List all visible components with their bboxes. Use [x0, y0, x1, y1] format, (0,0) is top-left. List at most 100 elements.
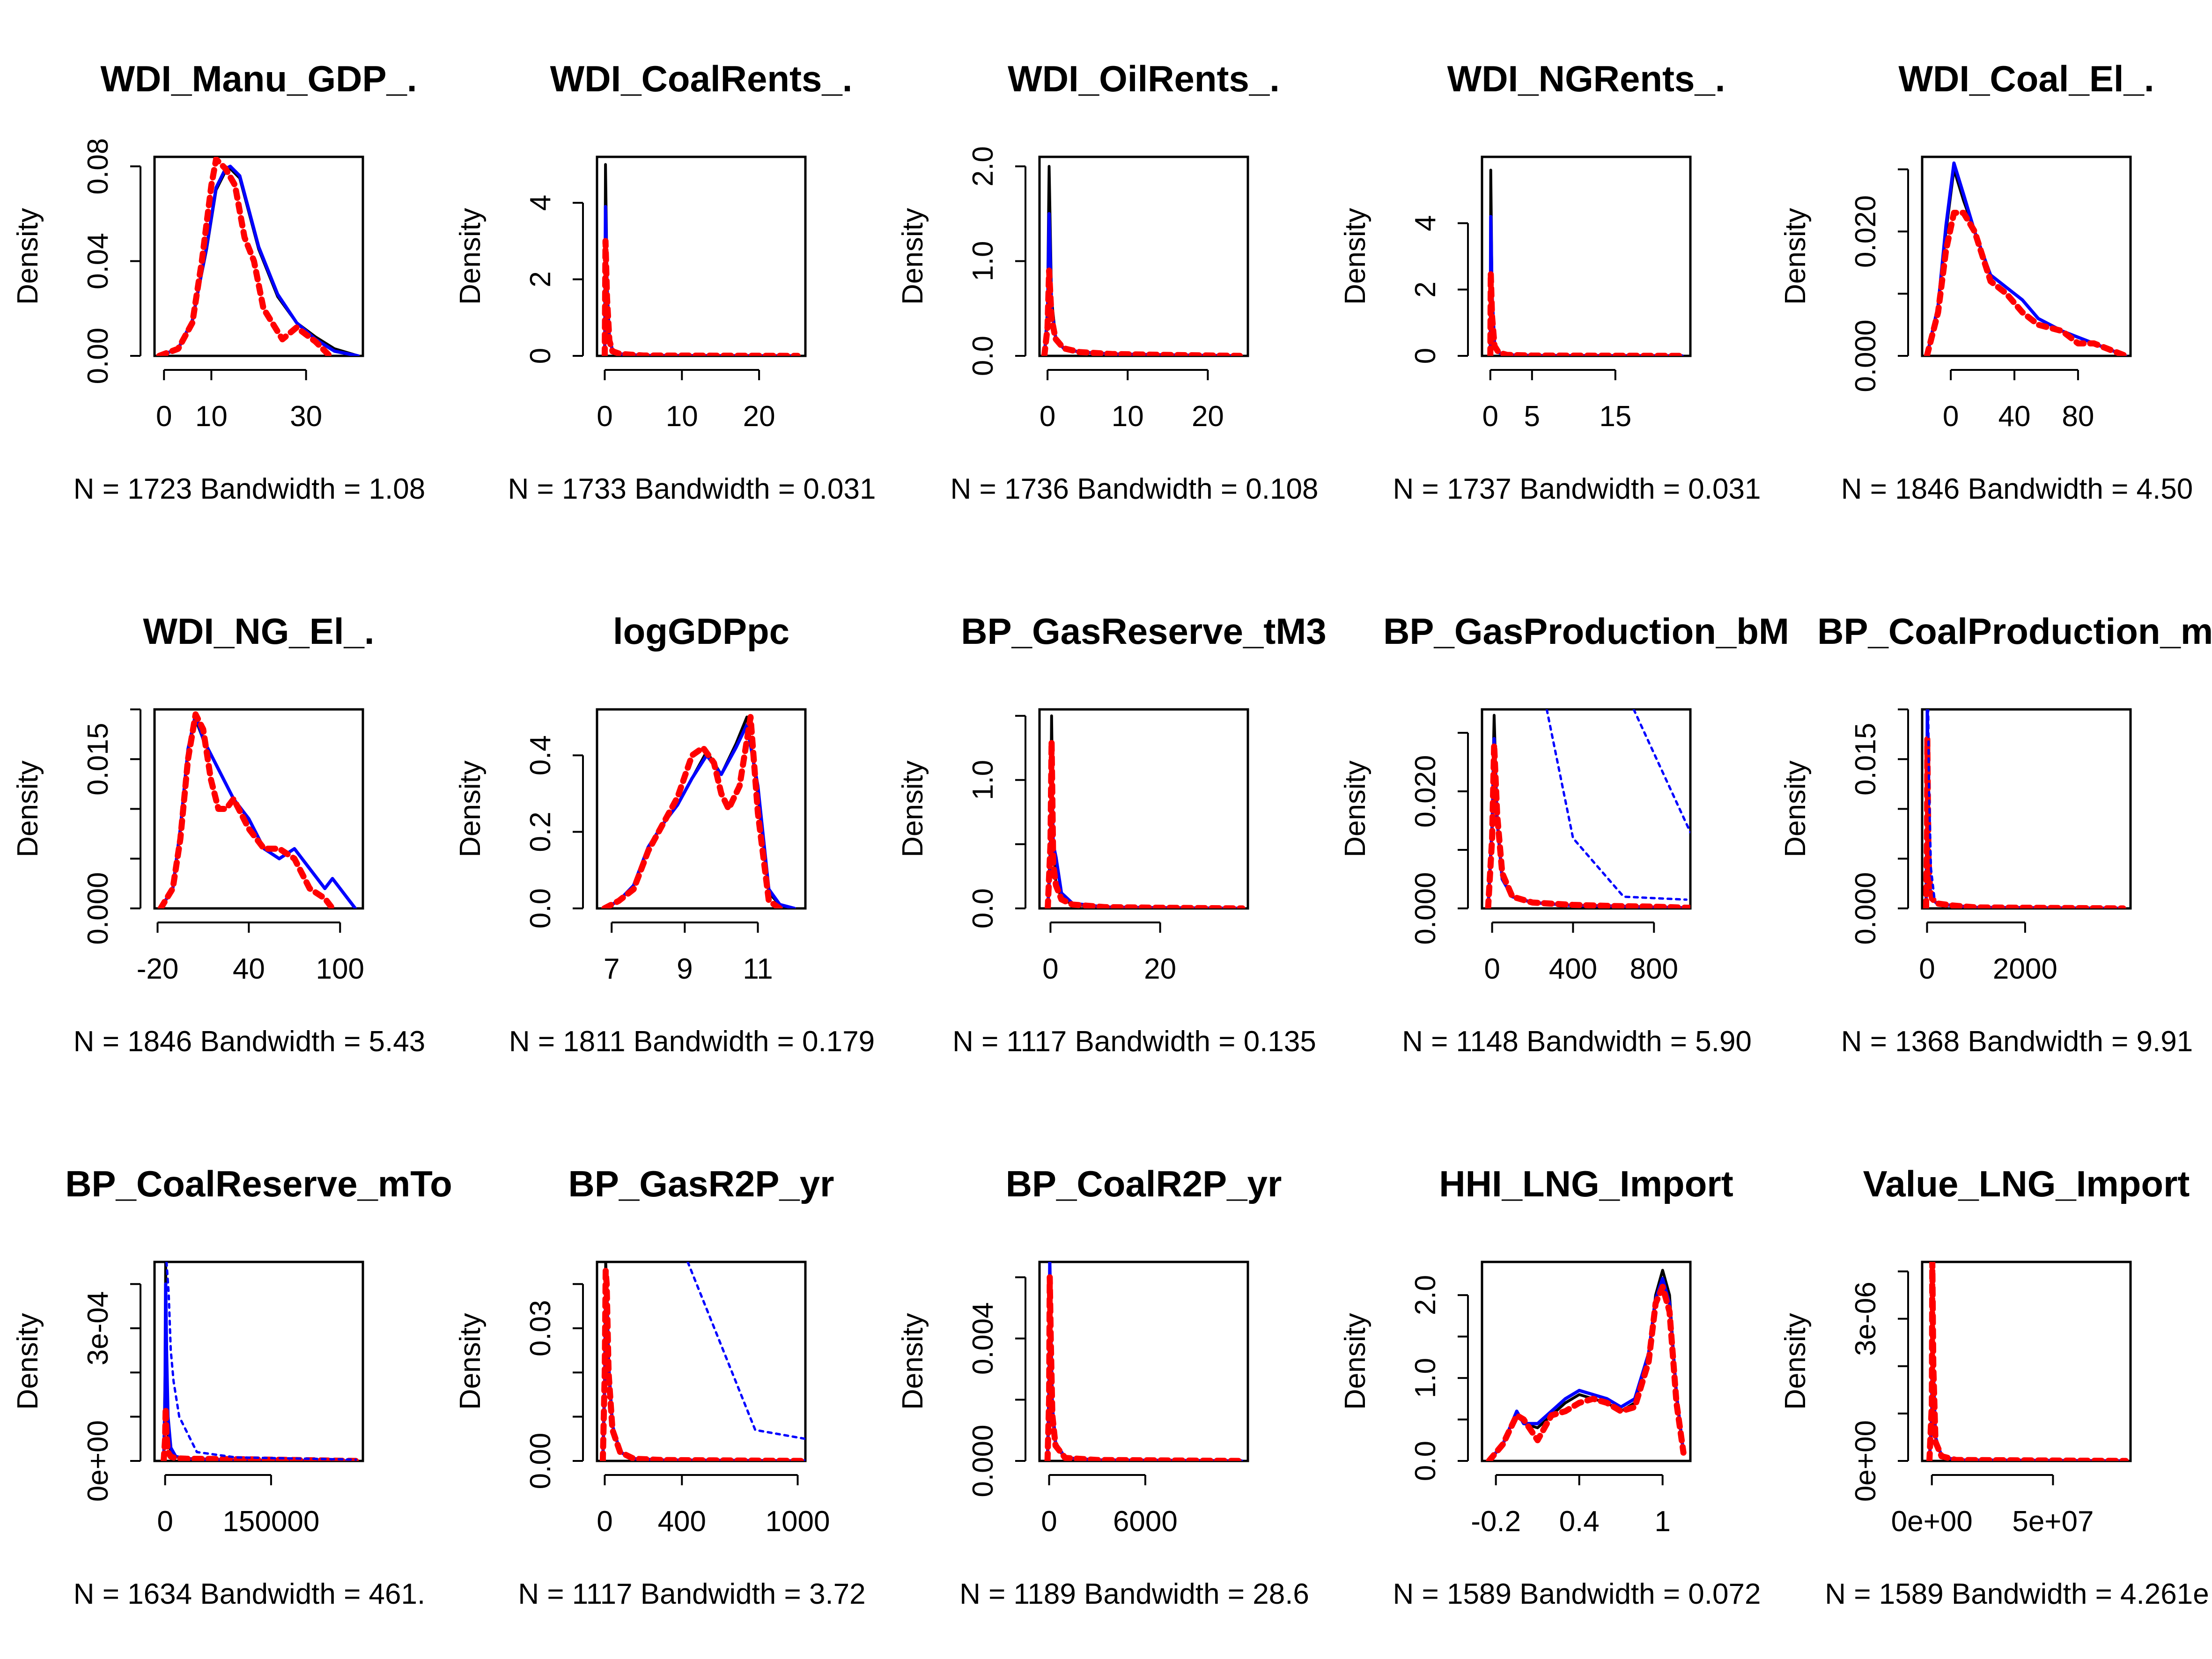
x-tick-label: 0 [597, 1505, 612, 1538]
x-tick-label: 0 [1040, 400, 1055, 433]
density-line-blue [162, 1282, 358, 1461]
density-line-black [603, 163, 799, 356]
y-axis-label: Density [12, 1313, 44, 1410]
plot-frame [1481, 155, 1692, 357]
x-axis-label: N = 1736 Bandwidth = 0.108 [951, 473, 1319, 505]
y-tick-label: 0.00 [524, 1433, 557, 1489]
y-tick-label: 0.000 [82, 872, 114, 944]
density-line-blue [1489, 215, 1684, 356]
x-tick-label: 400 [658, 1505, 706, 1538]
plot-frame [596, 155, 807, 357]
x-tick-label: 0 [1482, 400, 1498, 433]
y-tick-label: 1.0 [1409, 1358, 1442, 1398]
y-tick-label: 0.2 [524, 811, 557, 852]
x-axis-label: N = 1368 Bandwidth = 9.91 [1841, 1025, 2193, 1058]
density-line-red [1041, 267, 1243, 356]
density-line-black [1925, 168, 2127, 356]
y-tick-label: 0.0 [1409, 1441, 1442, 1481]
y-tick-label: 0.000 [1409, 872, 1442, 944]
density-line-red [1486, 1283, 1687, 1461]
density-line-black [1928, 1262, 2127, 1461]
plot-frame [1038, 155, 1249, 357]
density-panel-1: WDI_Manu_GDP_. Density N = 1723 Bandwidth … [12, 58, 425, 505]
density-line-black [601, 1262, 805, 1461]
density-line-bluedot [686, 1262, 805, 1440]
panel-title: BP_GasProduction_bM [1383, 611, 1789, 652]
y-tick-label: 0e+00 [82, 1420, 114, 1502]
y-tick-label: 4 [524, 195, 557, 211]
x-tick-label: 0.4 [1559, 1505, 1600, 1538]
y-tick-label: 0.000 [1850, 872, 1882, 944]
density-line-blue [1046, 1262, 1243, 1461]
y-tick-label: 0e+00 [1850, 1420, 1882, 1502]
panel-title: WDI_NGRents_. [1447, 58, 1725, 99]
plot-frame [596, 708, 807, 910]
x-tick-label: 100 [316, 953, 364, 985]
density-line-black [162, 1262, 357, 1461]
x-axis-label: N = 1811 Bandwidth = 0.179 [509, 1025, 875, 1058]
x-axis-label: N = 1634 Bandwidth = 461. [74, 1578, 425, 1610]
x-tick-label: 0 [597, 400, 612, 433]
density-line-red [1044, 1274, 1245, 1461]
y-tick-label: 0.4 [524, 735, 557, 775]
x-axis-label: N = 1589 Bandwidth = 4.261e [1825, 1578, 2209, 1610]
x-tick-label: 0 [1042, 953, 1058, 985]
density-panel-4: WDI_NGRents_. Density N = 1737 Bandwidth =… [1339, 58, 1761, 505]
y-tick-label: 0.020 [1409, 755, 1442, 827]
density-line-red [1485, 741, 1690, 908]
y-tick-label: 0.015 [1850, 723, 1882, 796]
density-line-blue [1042, 212, 1242, 356]
x-tick-label: 2000 [1993, 953, 2057, 985]
y-tick-label: 3e-04 [82, 1291, 114, 1365]
density-line-red [601, 714, 783, 908]
x-axis-label: N = 1189 Bandwidth = 28.6 [959, 1578, 1309, 1610]
y-tick-label: 4 [1409, 215, 1442, 231]
x-tick-label: -0.2 [1471, 1505, 1521, 1538]
x-tick-label: 0 [1041, 1505, 1057, 1538]
panel-title: HHI_LNG_Import [1439, 1163, 1733, 1204]
x-tick-label: 0 [157, 1505, 173, 1538]
y-axis-label: Density [1779, 208, 1812, 305]
y-tick-label: 2.0 [967, 146, 999, 186]
x-tick-label: 10 [666, 400, 698, 433]
x-tick-label: 0 [1943, 400, 1959, 433]
x-tick-label: 30 [290, 400, 322, 433]
x-tick-label: 11 [743, 953, 773, 985]
y-tick-label: 2 [1409, 281, 1442, 297]
y-tick-label: 2.0 [1409, 1275, 1442, 1315]
y-axis-label: Density [897, 1313, 929, 1410]
x-tick-label: 0e+00 [1891, 1505, 1973, 1538]
density-line-red [1926, 1262, 2129, 1461]
density-line-black [1046, 1262, 1243, 1461]
y-axis-label: Density [1339, 208, 1371, 305]
y-tick-label: 0.03 [524, 1300, 557, 1357]
density-line-red [599, 1268, 805, 1461]
x-tick-label: 40 [1998, 400, 2031, 433]
x-tick-label: 5 [1524, 400, 1540, 433]
density-line-blue [1924, 709, 2125, 908]
y-axis-label: Density [897, 208, 929, 305]
x-axis-label: N = 1589 Bandwidth = 0.072 [1393, 1578, 1761, 1610]
x-axis-label: N = 1737 Bandwidth = 0.031 [1393, 473, 1761, 505]
x-axis-label: N = 1117 Bandwidth = 0.135 [952, 1025, 1316, 1058]
density-line-blue [1925, 161, 2128, 356]
x-tick-label: 40 [233, 953, 265, 985]
x-tick-label: 0 [156, 400, 172, 433]
y-axis-label: Density [1339, 1313, 1371, 1410]
density-line-black [1487, 714, 1690, 908]
density-line-black [1043, 165, 1241, 356]
plot-frame [1481, 708, 1692, 910]
y-tick-label: 0.04 [82, 233, 114, 289]
density-line-bluedot [1632, 709, 1690, 833]
x-tick-label: 15 [1599, 400, 1631, 433]
y-tick-label: 2 [524, 271, 557, 287]
panel-title: WDI_CoalRents_. [550, 58, 853, 99]
panel-title: BP_CoalProduction_mT [1817, 611, 2212, 652]
density-line-red [1045, 738, 1246, 908]
plot-frame [596, 1261, 807, 1462]
x-tick-label: 400 [1549, 953, 1597, 985]
density-line-black [1924, 709, 2125, 908]
plot-frame [1038, 1261, 1249, 1462]
panel-title: logGDPpc [613, 611, 789, 652]
